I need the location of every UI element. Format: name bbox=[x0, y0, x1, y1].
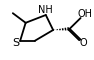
Text: O: O bbox=[80, 38, 87, 48]
Text: NH: NH bbox=[38, 5, 53, 15]
Text: S: S bbox=[12, 38, 19, 48]
Text: OH: OH bbox=[78, 9, 93, 19]
